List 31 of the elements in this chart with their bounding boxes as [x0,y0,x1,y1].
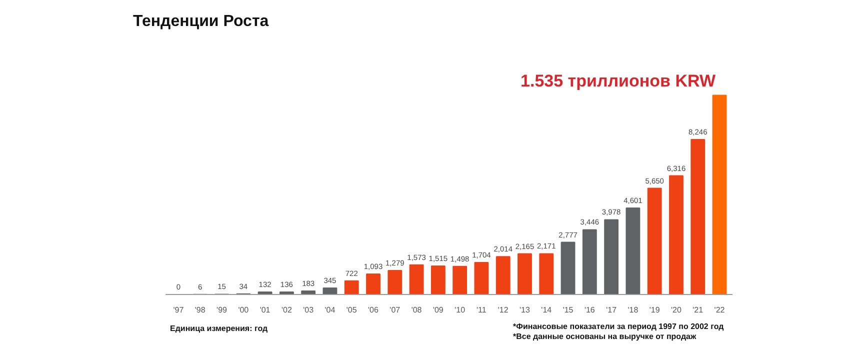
text: Единица измерения: год [170,324,268,334]
x-tick-label: '02 [281,306,292,314]
text: 1.535 триллионов KRW [520,72,716,90]
text: *Финансовые показатели за период 1997 по 2002 год [513,322,724,331]
x-tick-label: '20 [671,306,682,314]
x-tick-label: '10 [454,306,466,314]
x-tick-label: '21 [692,306,704,314]
x-tick-label: '03 [303,306,314,314]
x-tick-label: '99 [216,306,228,314]
x-tick-label: '11 [476,306,487,314]
text: *Все данные основаны на выручке от продаж [513,332,696,341]
x-tick-label: '16 [584,306,596,314]
x-tick-label: '04 [324,306,336,314]
x-tick-label: '18 [628,306,639,314]
x-tick-label: '05 [346,306,358,314]
x-tick-label: '00 [238,306,250,314]
x-tick-label: '12 [498,306,509,314]
x-tick-label: '98 [194,306,206,314]
x-tick-label: '09 [432,306,444,314]
x-tick-label: '01 [260,306,271,314]
x-tick-label: '08 [411,306,422,314]
x-tick-label: '14 [541,306,552,314]
x-tick-label: '06 [368,306,380,314]
x-tick-label: '15 [562,306,574,314]
x-tick-label: '19 [649,306,660,314]
x-tick-label: '17 [606,306,618,314]
x-tick-label: '13 [520,306,531,314]
chart-title: Тенденции Роста [133,12,269,32]
x-tick-label: '97 [173,306,184,314]
x-tick-label: '07 [390,306,401,314]
x-tick-label: '22 [714,306,726,314]
